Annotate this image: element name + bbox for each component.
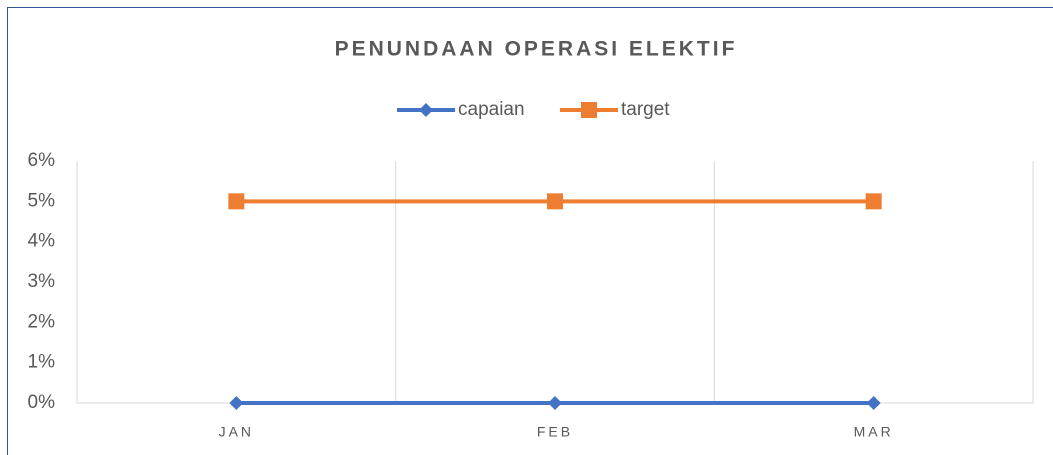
y-tick-label: 0% <box>28 392 56 413</box>
chart-title: PENUNDAAN OPERASI ELEKTIF <box>335 38 738 61</box>
marker <box>866 396 881 410</box>
marker <box>547 193 563 210</box>
y-tick-label: 6% <box>28 150 56 171</box>
marker <box>865 193 882 210</box>
legend-label: target <box>621 99 670 120</box>
y-tick-label: 1% <box>28 352 56 373</box>
marker <box>229 396 244 410</box>
x-tick-label: FEB <box>537 424 573 440</box>
marker <box>548 396 562 410</box>
marker <box>581 102 597 118</box>
y-tick-label: 4% <box>28 231 56 252</box>
marker <box>228 193 245 210</box>
y-tick-label: 5% <box>28 190 56 211</box>
x-tick-label: JAN <box>219 424 254 440</box>
x-tick-label: MAR <box>854 424 894 440</box>
y-tick-label: 3% <box>28 271 56 292</box>
legend-label: capaian <box>458 99 525 120</box>
marker <box>419 103 433 117</box>
y-tick-label: 2% <box>28 311 56 332</box>
